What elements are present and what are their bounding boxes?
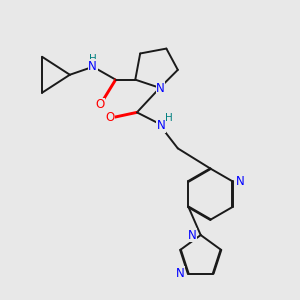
Text: N: N bbox=[188, 229, 197, 242]
Text: H: H bbox=[165, 113, 172, 123]
Text: N: N bbox=[176, 267, 184, 280]
Text: N: N bbox=[236, 175, 244, 188]
Text: N: N bbox=[157, 119, 166, 132]
Text: N: N bbox=[156, 82, 165, 95]
Text: N: N bbox=[88, 60, 97, 73]
Text: H: H bbox=[89, 54, 97, 64]
Text: O: O bbox=[95, 98, 105, 111]
Text: O: O bbox=[106, 111, 115, 124]
